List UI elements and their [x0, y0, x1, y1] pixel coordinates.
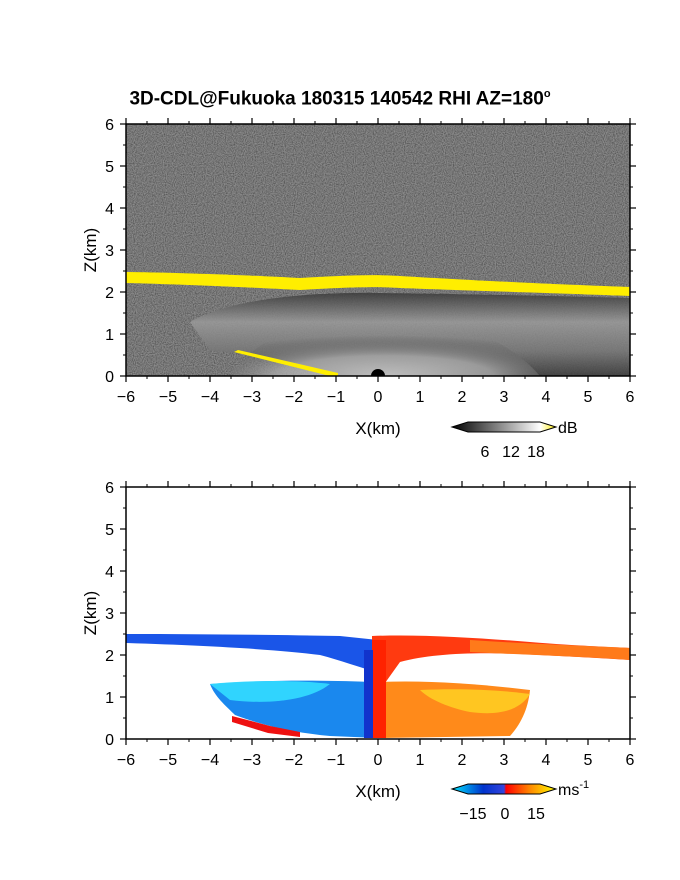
y-tick-label: 3	[105, 606, 114, 623]
radar-origin-shadow	[371, 369, 385, 376]
flow-aloft-west	[126, 634, 378, 672]
core-blue	[364, 650, 373, 738]
x-tick-label: −1	[327, 752, 345, 769]
x-tick-label: −2	[285, 389, 303, 406]
x-tick-label: −2	[285, 752, 303, 769]
panel-intensity: −6 −5 −4 −3 −2 −1 0 1 2 3 4 5 6 0 1 2 3 4 5 6 X(km) Z(km)	[81, 117, 636, 438]
low-level-west-cyan	[210, 681, 330, 702]
core-red	[372, 640, 386, 738]
x-axis-label: X(km)	[355, 419, 400, 438]
colorbar-tick-label: 0	[501, 806, 510, 823]
x-tick-label: 2	[458, 752, 467, 769]
ground-red-strip	[232, 716, 300, 737]
colorbar-velocity-ticks: −15 0 15	[459, 806, 545, 823]
x-tick-label: −3	[243, 752, 261, 769]
y-tick-label: 6	[105, 117, 114, 134]
low-level-east-yellow	[420, 689, 530, 714]
x-tick-label: 1	[416, 389, 425, 406]
y-tick-label: 2	[105, 285, 114, 302]
colorbar-intensity: dB 6 12 18	[450, 420, 578, 461]
x-tick-label: 5	[584, 752, 593, 769]
y-tick-label: 5	[105, 522, 114, 539]
cloud-base-layer	[126, 272, 630, 296]
ground-clutter-line	[234, 350, 338, 376]
y-axis-label: Z(km)	[81, 591, 100, 635]
chart-title: 3D-CDL@Fukuoka 180315 140542 RHI AZ=180o	[129, 88, 551, 110]
x-tick-label: −3	[243, 389, 261, 406]
colorbar-intensity-label: dB	[558, 420, 578, 437]
x-axis-label: X(km)	[355, 782, 400, 801]
x-tick-label: 1	[416, 752, 425, 769]
x-tick-label: 3	[500, 389, 509, 406]
x-tick-label: −5	[159, 389, 177, 406]
panel1-axes: −6 −5 −4 −3 −2 −1 0 1 2 3 4 5 6 0 1 2 3 4 5 6 X(km) Z(km)	[81, 117, 636, 438]
y-tick-label: 0	[105, 732, 114, 749]
x-tick-label: −1	[327, 389, 345, 406]
y-tick-label: 4	[105, 201, 114, 218]
colorbar-tick-label: 6	[481, 444, 490, 461]
colorbar-intensity-bar	[450, 421, 558, 433]
x-tick-label: 6	[626, 389, 635, 406]
y-tick-label: 6	[105, 480, 114, 497]
y-tick-label: 1	[105, 690, 114, 707]
colorbar-velocity-label: ms-1	[558, 779, 589, 799]
colorbar-velocity: ms-1 −15 0 15	[450, 779, 589, 823]
y-tick-label: 5	[105, 159, 114, 176]
x-tick-label: 4	[542, 389, 551, 406]
panel-velocity: −6 −5 −4 −3 −2 −1 0 1 2 3 4 5 6 0 1 2 3 4 5 6 X(km) Z(km)	[81, 480, 636, 801]
x-tick-label: −6	[117, 389, 135, 406]
x-tick-label: 0	[374, 389, 383, 406]
x-tick-label: 2	[458, 389, 467, 406]
x-tick-label: 0	[374, 752, 383, 769]
y-axis-label: Z(km)	[81, 228, 100, 272]
colorbar-velocity-bar	[450, 783, 558, 795]
x-tick-label: −4	[201, 389, 219, 406]
y-tick-label: 0	[105, 369, 114, 386]
colorbar-tick-label: 12	[502, 444, 520, 461]
x-tick-label: 4	[542, 752, 551, 769]
aerosol-glow	[230, 318, 540, 376]
colorbar-tick-label: 15	[527, 806, 545, 823]
x-tick-label: −4	[201, 752, 219, 769]
y-tick-label: 4	[105, 564, 114, 581]
colorbar-intensity-ticks: 6 12 18	[481, 444, 545, 461]
x-tick-label: 5	[584, 389, 593, 406]
x-tick-label: 3	[500, 752, 509, 769]
y-tick-label: 3	[105, 243, 114, 260]
panel2-axes: −6 −5 −4 −3 −2 −1 0 1 2 3 4 5 6 0 1 2 3 4 5 6 X(km) Z(km)	[81, 480, 636, 801]
x-tick-label: 6	[626, 752, 635, 769]
colorbar-tick-label: −15	[459, 806, 486, 823]
y-tick-label: 2	[105, 648, 114, 665]
colorbar-tick-label: 18	[527, 444, 545, 461]
flow-aloft-east-orange	[470, 640, 630, 660]
x-tick-label: −6	[117, 752, 135, 769]
x-tick-label: −5	[159, 752, 177, 769]
y-tick-label: 1	[105, 327, 114, 344]
